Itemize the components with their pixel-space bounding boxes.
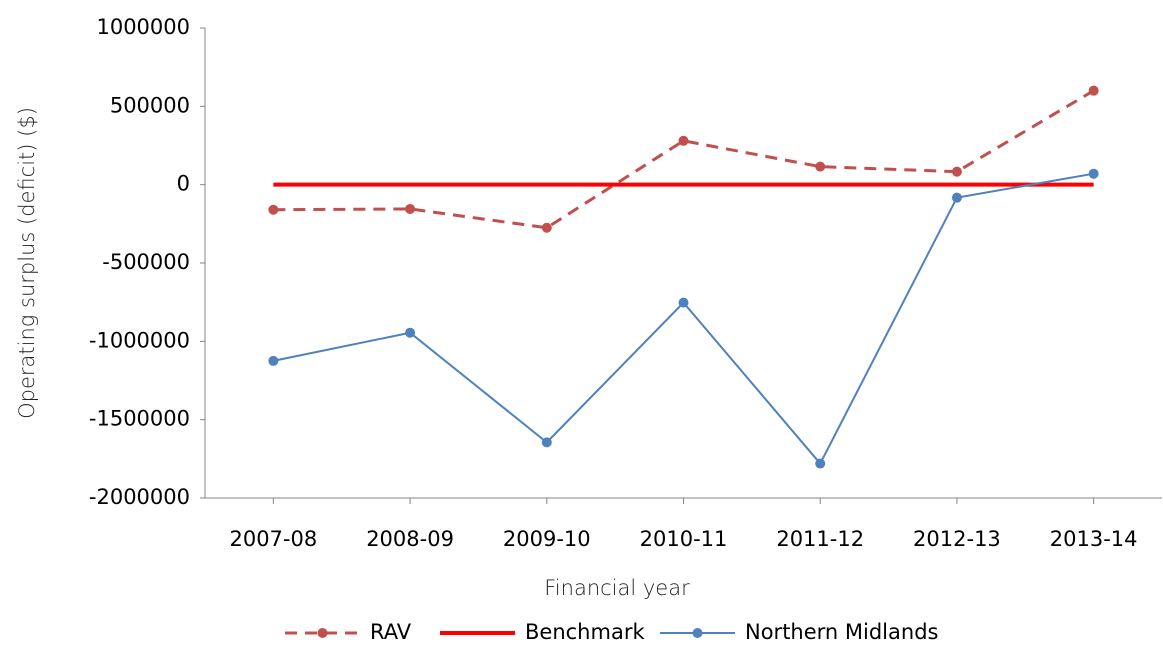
series-line — [273, 89, 1095, 230]
point — [405, 203, 416, 214]
point — [815, 458, 826, 469]
point — [268, 355, 279, 366]
x-tick-label: 2012-13 — [913, 527, 1001, 551]
point — [678, 135, 689, 146]
point — [815, 161, 826, 172]
x-tick-label: 2010-11 — [640, 527, 728, 551]
point — [951, 192, 962, 203]
series-line — [273, 172, 1094, 466]
y-tick-label: -2000000 — [89, 485, 190, 509]
legend-marker — [692, 628, 703, 638]
y-tick-label: -1000000 — [89, 328, 190, 352]
legend-label: Northern Midlands — [745, 620, 938, 644]
legend-label: RAV — [370, 620, 412, 644]
x-tick-label: 2008-09 — [366, 527, 454, 551]
x-tick-label: 2011-12 — [776, 527, 864, 551]
y-tick-label: 500000 — [110, 93, 190, 117]
point — [268, 204, 279, 215]
y-tick-label: -500000 — [102, 250, 190, 274]
x-tick-label: 2013-14 — [1050, 527, 1138, 551]
legend-label: Benchmark — [525, 620, 645, 644]
point — [541, 222, 552, 233]
x-tick-label: 2009-10 — [503, 527, 591, 551]
point — [951, 166, 962, 177]
y-tick-label: -1500000 — [89, 407, 190, 431]
y-axis-title: Operating surplus (deficit) ($) — [15, 107, 39, 419]
legend-marker — [317, 628, 328, 638]
x-tick-label: 2007-08 — [229, 527, 317, 551]
point — [541, 437, 552, 448]
point — [405, 327, 416, 338]
point — [1088, 168, 1099, 179]
point — [678, 297, 689, 308]
y-tick-label: 0 — [177, 172, 190, 196]
y-tick-label: 1000000 — [96, 15, 190, 39]
x-axis-title: Financial year — [544, 576, 690, 600]
point — [1088, 85, 1099, 96]
